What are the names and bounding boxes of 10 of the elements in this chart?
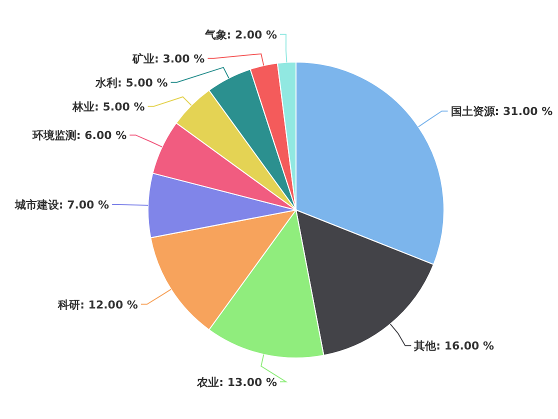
slice-label: 气象: 2.00 % (204, 28, 277, 42)
slice-label: 林业: 5.00 % (72, 100, 145, 114)
slice-label: 矿业: 3.00 % (131, 52, 205, 66)
slice-label: 科研: 12.00 % (57, 298, 138, 312)
slice-label: 水利: 5.00 % (94, 76, 168, 90)
slice-label: 其他: 16.00 % (413, 340, 494, 353)
slice-label: 农业: 13.00 % (196, 376, 277, 389)
slice-label: 城市建设: 7.00 % (14, 198, 110, 212)
slice-label: 环境监测: 6.00 % (31, 129, 127, 142)
slice-label: 国土资源: 31.00 % (450, 105, 553, 118)
